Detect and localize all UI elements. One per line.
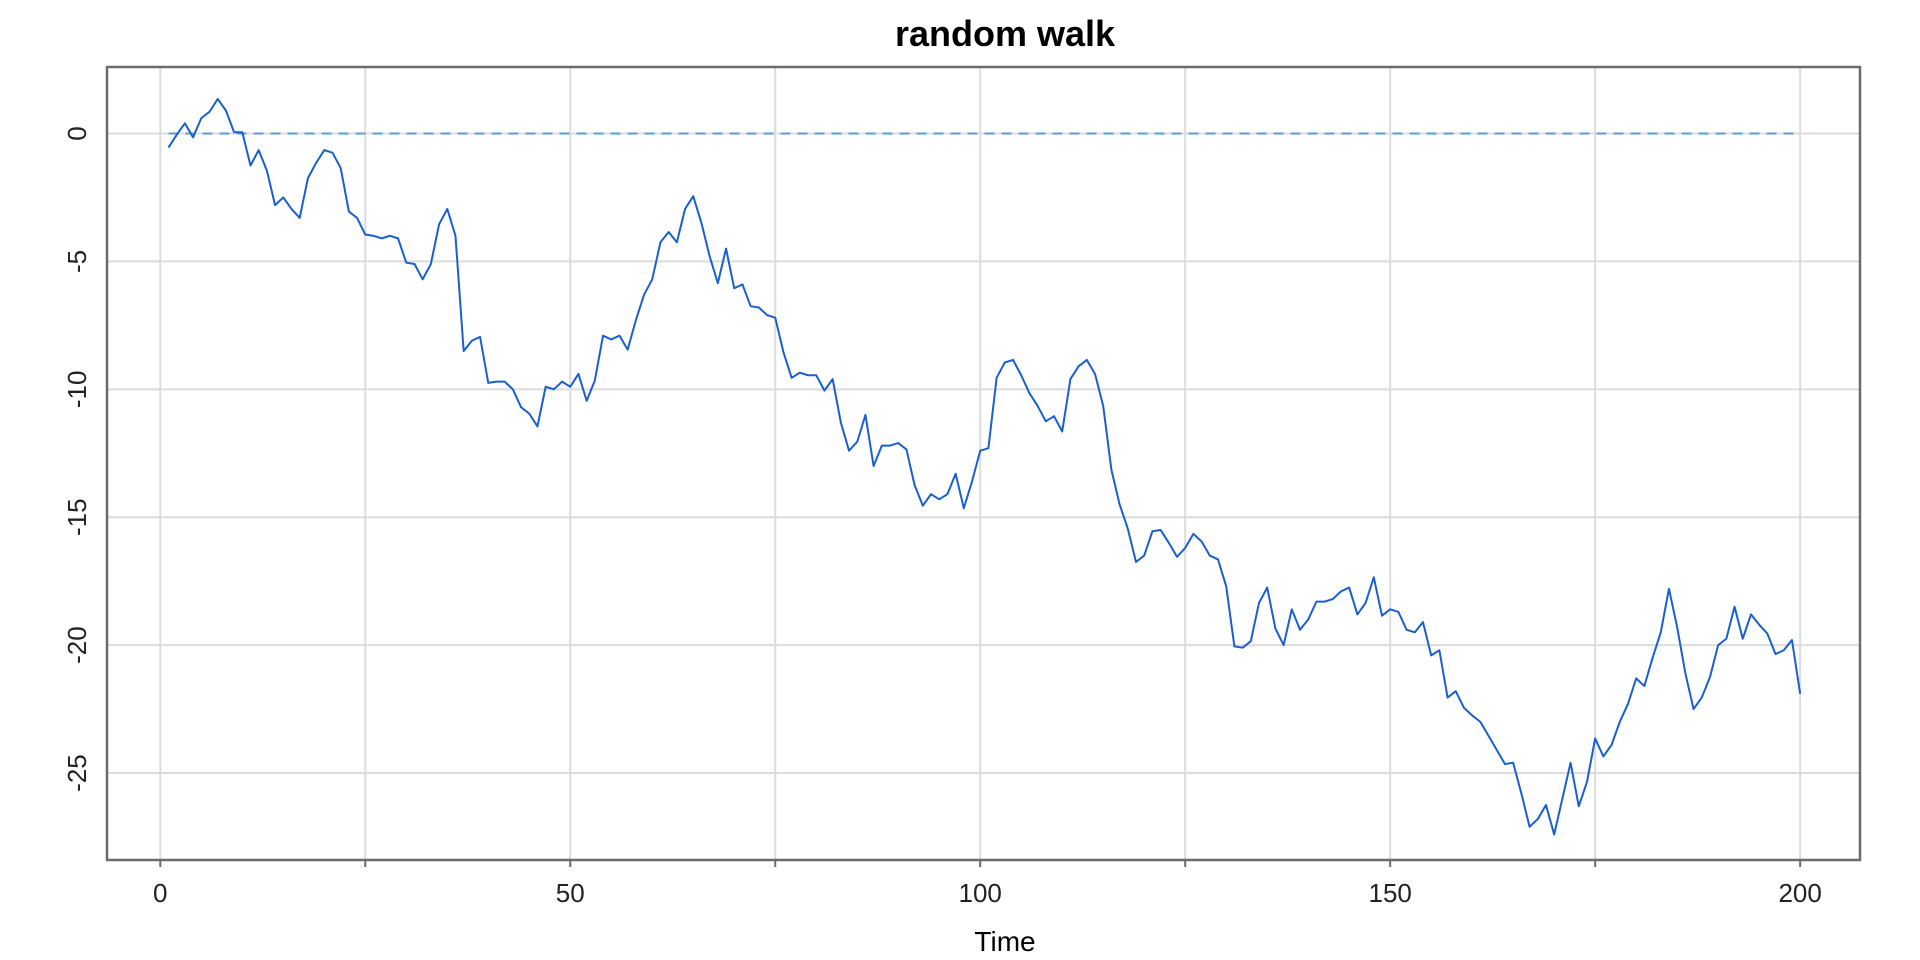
y-tick-label: -20 xyxy=(62,626,92,664)
x-tick-label: 150 xyxy=(1368,878,1411,908)
y-tick-label: -25 xyxy=(62,754,92,792)
x-tick-label: 0 xyxy=(153,878,167,908)
x-tick-label: 100 xyxy=(959,878,1002,908)
x-axis-label: Time xyxy=(974,926,1035,957)
chart-title: random walk xyxy=(895,13,1116,54)
y-tick-label: -5 xyxy=(62,250,92,273)
y-tick-label: -15 xyxy=(62,498,92,536)
series-layer xyxy=(167,97,1802,836)
y-tick-label: -10 xyxy=(62,371,92,409)
y-tick-label: 0 xyxy=(62,126,92,140)
x-axis-ticks: 0 50 100 150 200 xyxy=(153,860,1822,908)
random-walk-series-line xyxy=(167,97,1802,836)
plot-frame xyxy=(105,65,1862,862)
x-tick-label: 200 xyxy=(1778,878,1821,908)
y-axis-ticks: 0 -5 -10 -15 -20 -25 xyxy=(62,126,92,792)
x-tick-label: 50 xyxy=(556,878,585,908)
